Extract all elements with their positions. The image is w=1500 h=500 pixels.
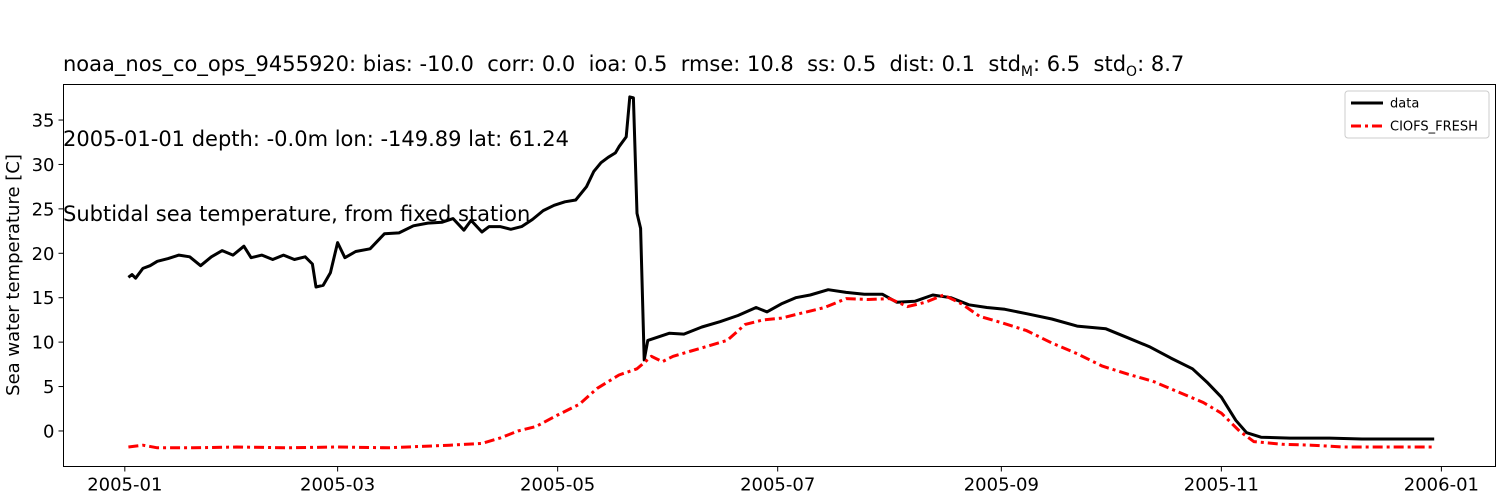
series-line-ciofs-fresh: [128, 293, 1435, 450]
y-tick-label: 20: [32, 244, 55, 265]
title-line-description: Subtidal sea temperature, from fixed sta…: [63, 202, 531, 226]
station-name: noaa_nos_co_ops_9455920: [63, 52, 350, 76]
y-axis-label: Sea water temperature [C]: [3, 154, 24, 396]
plot-frame: [63, 84, 1496, 467]
title-line-location: 2005-01-01 depth: -0.0m lon: -149.89 lat…: [63, 127, 569, 151]
y-tick-label: 10: [32, 333, 55, 354]
stat-std-o: stdO: 8.7: [1093, 52, 1185, 81]
legend-label-ciofs: CIOFS_FRESH: [1390, 120, 1478, 135]
series-line-data: [127, 95, 1435, 441]
stats-list: : bias: -10.0 corr: 0.0 ioa: 0.5 rmse: 1…: [349, 52, 975, 76]
x-tick-label: 2006-01: [1404, 475, 1479, 496]
x-tick-label: 2005-11: [1184, 475, 1259, 496]
y-tick-label: 30: [32, 155, 55, 176]
y-tick-label: 0: [43, 421, 54, 442]
y-tick-label: 5: [43, 377, 54, 398]
y-tick-label: 35: [32, 111, 55, 132]
y-tick-label: 15: [32, 288, 55, 309]
tick-marks: 2005-01 2005-03 2005-05 2005-07 2005-09 2005-…: [32, 111, 1479, 496]
chart-titles: noaa_nos_co_ops_9455920: bias: -10.0 cor…: [63, 2, 1184, 252]
legend-label-data: data: [1390, 97, 1419, 112]
title-line-stats: noaa_nos_co_ops_9455920: bias: -10.0 cor…: [63, 52, 1185, 81]
stat-std-m: stdM: 6.5: [988, 52, 1081, 81]
y-tick-label: 25: [32, 199, 55, 220]
x-tick-label: 2005-07: [740, 475, 815, 496]
stat-corr: corr: 0.0: [473, 52, 576, 76]
stat-dist: dist: 0.1: [876, 52, 976, 76]
x-tick-label: 2005-05: [520, 475, 595, 496]
legend: data CIOFS_FRESH: [1344, 90, 1490, 139]
x-tick-label: 2005-01: [87, 475, 162, 496]
stat-ioa: ioa: 0.5: [575, 52, 668, 76]
stat-rmse: rmse: 10.8: [667, 52, 794, 76]
series-lines: [127, 95, 1435, 450]
x-tick-label: 2005-03: [300, 475, 375, 496]
stat-bias: : bias: -10.0: [349, 52, 474, 76]
x-tick-label: 2005-09: [964, 475, 1039, 496]
stat-ss: ss: 0.5: [793, 52, 877, 76]
